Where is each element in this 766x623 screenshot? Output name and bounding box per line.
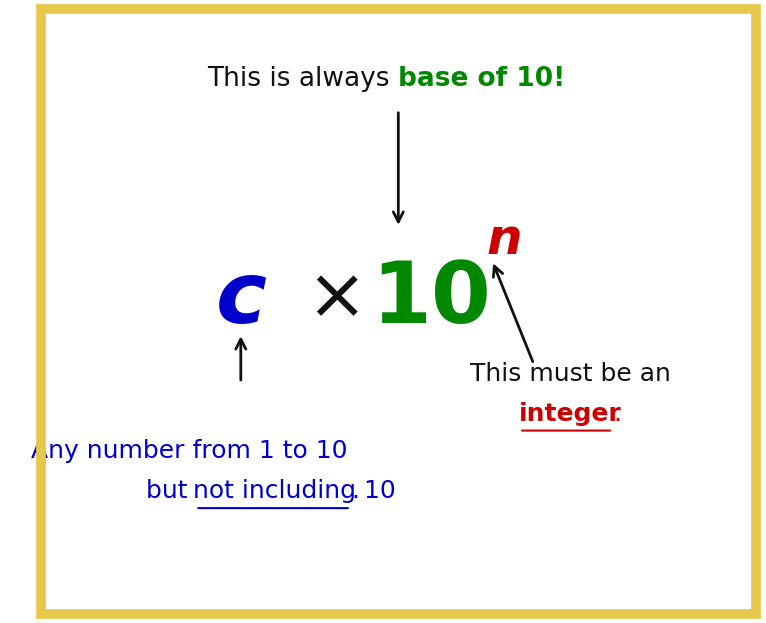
Text: n: n [486,216,522,264]
Text: .: . [352,479,359,503]
Text: 10: 10 [372,257,491,341]
Text: c: c [215,257,267,341]
Text: This is always: This is always [208,66,398,92]
Text: ×: × [306,265,366,333]
Text: base of 10!: base of 10! [398,66,565,92]
Text: integer: integer [519,402,622,426]
Text: but: but [146,479,195,503]
Text: .: . [614,402,622,426]
Text: Any number from 1 to 10: Any number from 1 to 10 [31,439,348,463]
Text: not including 10: not including 10 [193,479,396,503]
Text: This must be an: This must be an [470,361,671,386]
